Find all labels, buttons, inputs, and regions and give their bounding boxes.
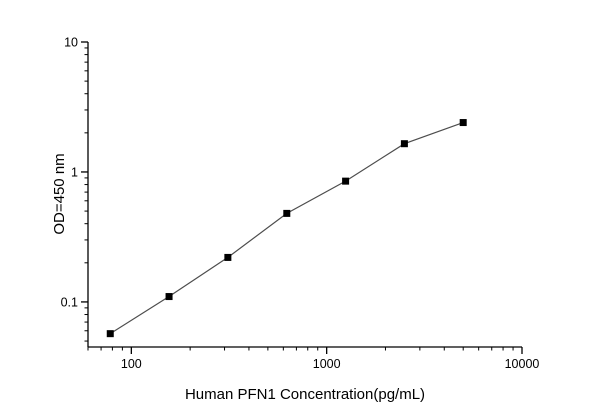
x-axis-label: Human PFN1 Concentration(pg/mL) (185, 386, 425, 403)
x-tick-label: 10000 (505, 357, 540, 371)
data-point (400, 140, 408, 148)
data-point (165, 293, 173, 301)
x-tick-label: 100 (121, 357, 142, 371)
data-point (459, 119, 467, 127)
data-point (283, 209, 291, 217)
curve-line (109, 121, 464, 335)
data-point (342, 177, 350, 185)
y-tick-label: 0.1 (61, 295, 78, 309)
plot-area: 100 1000 10000 0.1 1 10 (61, 36, 540, 372)
x-tick-label: 1000 (313, 357, 341, 371)
y-tick-label: 1 (71, 165, 78, 179)
y-tick-label: 10 (64, 36, 78, 50)
y-axis-label: OD=450 nm (51, 153, 68, 234)
data-point (224, 253, 232, 261)
data-point (106, 330, 114, 338)
